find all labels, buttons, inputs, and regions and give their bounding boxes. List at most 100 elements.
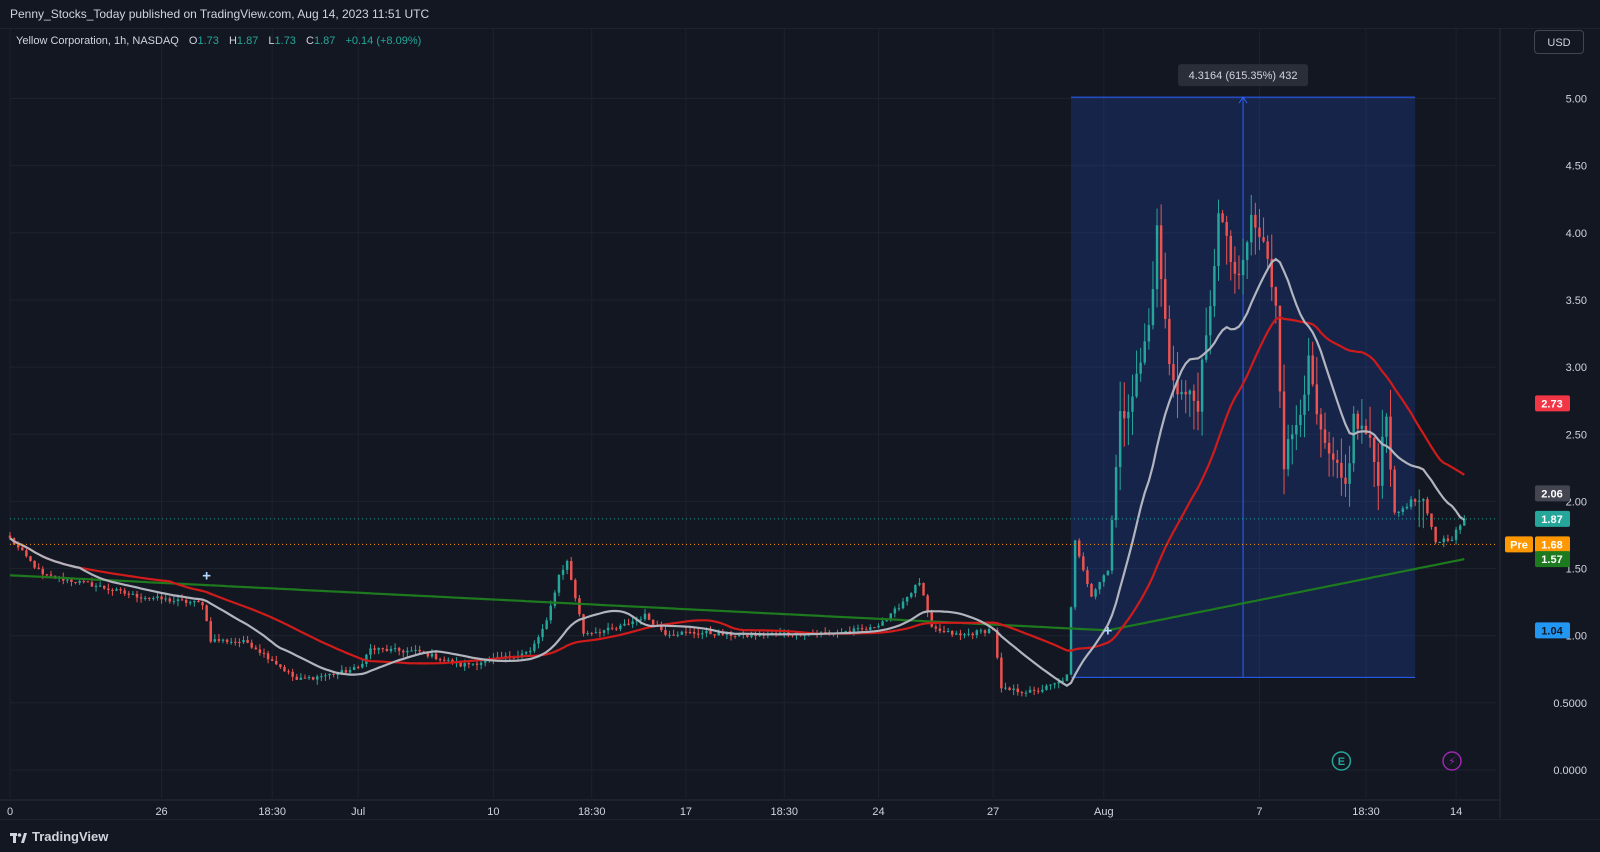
candle-body (1041, 689, 1044, 692)
candle-body (746, 633, 749, 637)
time-axis[interactable]: 0 26 18:30 Jul 10 18:30 17 18:30 24 27 Aug 7 18:30 14 (7, 806, 1462, 818)
candle-body (1143, 341, 1146, 363)
candle-body (275, 660, 278, 665)
candle-body (823, 632, 827, 634)
low-label: L (268, 35, 275, 47)
event-marker (1331, 751, 1352, 771)
candle-body (1229, 235, 1233, 262)
candle-body (971, 633, 974, 636)
measure-label: 4.3164 (615.35%) 432 (1189, 70, 1298, 82)
candle-body (918, 582, 921, 585)
candle-body (254, 647, 258, 650)
candle-body (1057, 681, 1060, 684)
close-value: 1.87 (313, 35, 336, 47)
moving-averages (9, 257, 1465, 688)
price-tag-label: Pre (1510, 539, 1528, 551)
candle-body (463, 663, 466, 667)
candle-body (1409, 499, 1413, 507)
price-chart[interactable]: 4.3164 (615.35%) 432 + + E ⚡ 5.00 4.50 4.00 3.… (0, 28, 1600, 818)
y-tick-label: 3.00 (1566, 362, 1587, 374)
candle-body (1176, 380, 1179, 395)
open-label: O (188, 35, 198, 47)
candle-body (94, 585, 98, 587)
y-tick-label: 4.50 (1566, 161, 1587, 173)
candle-body (1274, 287, 1278, 306)
candle-body (684, 631, 688, 633)
candle-body (234, 641, 237, 643)
candle-body (1192, 390, 1196, 401)
x-tick-label: 18:30 (770, 806, 798, 818)
candle-body (926, 595, 929, 613)
currency-button[interactable]: USD (1534, 30, 1584, 54)
candle-body (631, 621, 634, 625)
candle-body (21, 547, 24, 551)
y-tick-label: 3.50 (1566, 295, 1587, 307)
x-tick-label: 18:30 (1352, 806, 1380, 818)
candle-body (1360, 425, 1364, 429)
price-label-box (1535, 395, 1570, 412)
candle-body (946, 630, 950, 632)
candles (8, 194, 1466, 697)
measure-tool[interactable]: 4.3164 (615.35%) 432 (1071, 64, 1416, 678)
x-tick-label: 14 (1450, 806, 1462, 818)
event-marker (1442, 751, 1462, 771)
candle-body (37, 567, 40, 569)
measure-arrow-head (1238, 96, 1248, 104)
candle-body (1364, 425, 1368, 435)
chart-frame[interactable]: 4.3164 (615.35%) 432 + + E ⚡ 5.00 4.50 4.00 3.… (0, 28, 1600, 818)
candle-body (172, 601, 176, 603)
candle-body (1237, 273, 1241, 276)
candle-body (131, 593, 135, 595)
candle-body (418, 649, 421, 652)
candle-body (483, 660, 487, 663)
candle-body (381, 648, 385, 650)
candle-body (479, 662, 483, 665)
candle-body (950, 630, 954, 635)
candle-body (1385, 416, 1388, 437)
candle-body (344, 670, 348, 673)
candle-body (717, 632, 720, 636)
candle-body (778, 632, 782, 634)
candle-body (385, 648, 389, 652)
candle-body (1241, 259, 1245, 276)
y-tick-label: 4.00 (1566, 228, 1587, 240)
candle-body (1393, 469, 1396, 513)
price-label-box (1535, 551, 1570, 568)
candle-body (1315, 384, 1319, 415)
candle-body (111, 590, 114, 592)
candle-body (520, 653, 524, 656)
candle-body (639, 619, 643, 621)
low-value: 1.73 (274, 35, 296, 47)
candle-body (570, 561, 573, 580)
candle-body (1123, 411, 1126, 419)
candle-body (557, 574, 561, 593)
high-value: 1.87 (236, 35, 259, 47)
candle-body (8, 535, 12, 539)
candle-body (123, 590, 126, 594)
candle-body (217, 639, 221, 641)
tradingview-logo[interactable]: TradingView (10, 829, 108, 844)
candle-body (369, 648, 372, 655)
x-tick-label: Jul (351, 806, 365, 818)
candle-body (78, 580, 81, 583)
candle-body (1020, 692, 1024, 694)
candle-body (1127, 411, 1130, 419)
candle-body (324, 675, 327, 677)
candle-body (1012, 688, 1015, 690)
candle-body (1114, 467, 1118, 521)
candle-body (1377, 461, 1380, 486)
candle-body (692, 632, 696, 634)
candle-body (176, 599, 180, 602)
candle-body (553, 592, 557, 606)
candle-body (938, 628, 942, 632)
candle-body (1069, 607, 1073, 675)
y-tick-label: 2.50 (1566, 429, 1587, 441)
candle-body (987, 629, 991, 633)
price-axis[interactable]: 5.00 4.50 4.00 3.50 3.00 2.50 2.00 1.50 1.00 0.50… (1553, 94, 1587, 778)
candle-body (447, 659, 450, 661)
candle-body (102, 585, 106, 589)
candle-body (615, 628, 618, 630)
x-tick-label: 27 (987, 806, 999, 818)
candle-body (1233, 261, 1237, 274)
publish-info: Penny_Stocks_Today published on TradingV… (10, 7, 430, 21)
